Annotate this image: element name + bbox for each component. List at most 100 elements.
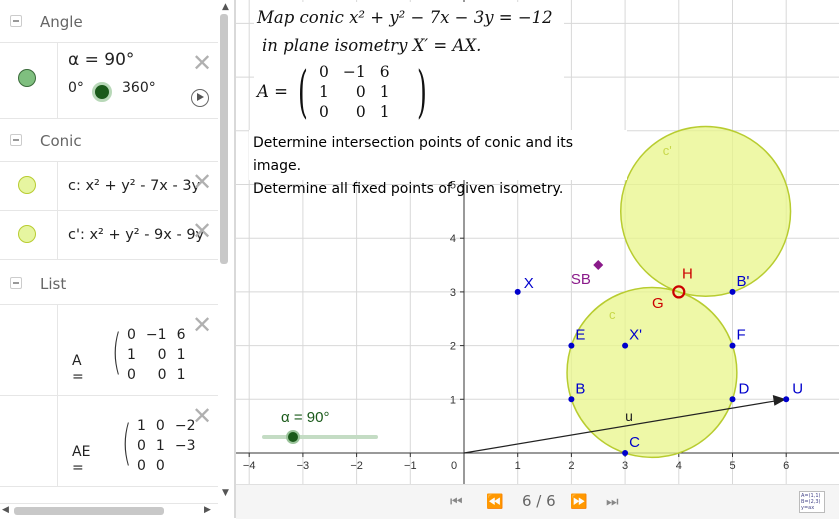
- point-label: X: [524, 275, 534, 292]
- x-tick-label: −3: [297, 460, 310, 472]
- x-tick-label: 0: [451, 460, 457, 472]
- point-x-prime: [622, 342, 629, 349]
- conic-c-prime-equation[interactable]: c': x² + y² - 9x - 9y: [68, 227, 205, 243]
- point-b: [568, 396, 575, 403]
- conic-c-item[interactable]: c: x² + y² - 7x - 3y ✕: [0, 162, 218, 211]
- y-tick-label: 1: [450, 394, 456, 406]
- point-sb: [593, 260, 604, 271]
- last-step-icon[interactable]: ⏭: [606, 494, 619, 510]
- conic-c-label: c: [609, 307, 616, 322]
- scroll-up-icon[interactable]: ▲: [222, 2, 229, 12]
- x-tick-label: 6: [783, 460, 789, 472]
- task-line-1: Determine intersection points of conic a…: [253, 135, 573, 174]
- delete-icon[interactable]: ✕: [192, 402, 213, 430]
- y-tick-label: 5: [450, 180, 456, 192]
- problem-line-2: in plane isometry X′ = AX.: [262, 36, 482, 55]
- graphics-slider-label: α = 90°: [281, 409, 329, 426]
- visibility-toggle-icon[interactable]: [18, 176, 36, 194]
- point-label: F: [737, 327, 746, 344]
- conic-c-prime-item[interactable]: c': x² + y² - 9x - 9y ✕: [0, 211, 218, 260]
- task-text: Determine intersection points of conic a…: [249, 130, 627, 197]
- point-d: [729, 396, 736, 403]
- play-icon[interactable]: [191, 89, 209, 107]
- group-label: Angle: [40, 13, 83, 31]
- graphics-slider-handle: [286, 430, 300, 444]
- point-b-prime: [729, 288, 736, 295]
- point-x: [514, 288, 521, 295]
- matrix-label: A =: [257, 82, 288, 101]
- conic-c-prime-label: c': [663, 143, 672, 158]
- scroll-right-icon[interactable]: ▶: [204, 505, 211, 515]
- problem-line-1: Map conic x² + y² − 7x − 3y = −12: [257, 8, 553, 27]
- vector-u-arrowhead: [772, 395, 787, 406]
- conic-c-prime: [619, 125, 792, 298]
- point-label: E: [575, 327, 585, 344]
- visibility-toggle-icon[interactable]: [18, 69, 36, 87]
- point-e: [568, 342, 575, 349]
- next-step-icon[interactable]: ⏩: [570, 494, 588, 510]
- group-label: Conic: [40, 132, 82, 150]
- group-list[interactable]: List: [0, 262, 218, 305]
- collapse-toggle-icon[interactable]: [10, 15, 22, 27]
- first-step-icon[interactable]: ⏮: [450, 494, 463, 510]
- point-label: B: [575, 380, 585, 397]
- collapse-toggle-icon[interactable]: [10, 277, 22, 289]
- delete-icon[interactable]: ✕: [192, 168, 213, 196]
- visibility-column: [0, 305, 58, 395]
- slider-handle[interactable]: [92, 82, 112, 102]
- point-sb-label: SB: [571, 271, 591, 288]
- scroll-down-icon[interactable]: ▼: [222, 488, 229, 498]
- angle-item[interactable]: α = 90° ✕ 0° 360°: [0, 43, 218, 119]
- group-angle[interactable]: Angle: [0, 0, 218, 43]
- point-f: [729, 342, 736, 349]
- graphics-view[interactable]: −4 −3 −2 −1 0 1 2 3 4 5 6 1 2 3 4 5 c c' u X X' E F B D C B' U H G SB α…: [236, 0, 839, 484]
- angle-slider[interactable]: 0° 360°: [68, 80, 218, 102]
- view-splitter[interactable]: [234, 0, 236, 518]
- delete-icon[interactable]: ✕: [192, 217, 213, 245]
- intersection-point-h: [672, 285, 686, 299]
- visibility-toggle-icon[interactable]: [18, 225, 36, 243]
- vector-u-label: u: [625, 408, 633, 424]
- scroll-thumb[interactable]: [220, 14, 228, 264]
- slider-max-label: 360°: [122, 80, 156, 96]
- vector-u: [463, 400, 776, 454]
- x-tick-label: 1: [515, 460, 521, 472]
- angle-value[interactable]: α = 90°: [68, 50, 135, 70]
- left-paren-icon: (: [122, 415, 132, 471]
- slider-min-label: 0°: [68, 80, 84, 96]
- point-label: D: [739, 380, 750, 397]
- y-tick-label: 4: [450, 233, 456, 245]
- left-paren-icon: (: [112, 324, 122, 380]
- group-conic[interactable]: Conic: [0, 119, 218, 162]
- point-c: [622, 450, 629, 456]
- scroll-thumb[interactable]: [14, 507, 164, 515]
- matrix-label: AE =: [72, 444, 91, 476]
- previous-step-icon[interactable]: ⏪: [486, 494, 504, 510]
- point-g-label: G: [652, 295, 664, 312]
- algebra-vertical-scrollbar[interactable]: ▲ ▼: [218, 0, 234, 503]
- point-label: C: [629, 434, 640, 451]
- x-tick-label: −1: [404, 460, 417, 472]
- conic-c-equation[interactable]: c: x² + y² - 7x - 3y: [68, 178, 201, 194]
- left-paren-icon: (: [298, 60, 308, 125]
- visibility-column: [0, 211, 58, 259]
- group-label: List: [40, 275, 67, 293]
- visibility-column: [0, 396, 58, 486]
- task-line-2: Determine all fixed points of given isom…: [253, 181, 564, 197]
- point-label: U: [792, 380, 803, 397]
- delete-icon[interactable]: ✕: [192, 49, 213, 77]
- navigation-bar: ⏮ ⏪ 6 / 6 ⏩ ⏭ A=(1,1) B=(2,3) y=ax: [236, 484, 839, 519]
- algebra-input-icon[interactable]: A=(1,1) B=(2,3) y=ax: [799, 491, 825, 513]
- collapse-toggle-icon[interactable]: [10, 134, 22, 146]
- scroll-left-icon[interactable]: ◀: [2, 505, 9, 515]
- algebra-horizontal-scrollbar[interactable]: ◀ ▶: [0, 503, 218, 519]
- x-tick-label: 3: [622, 460, 628, 472]
- step-counter: 6 / 6: [522, 492, 556, 510]
- x-tick-label: −2: [350, 460, 363, 472]
- delete-icon[interactable]: ✕: [192, 311, 213, 339]
